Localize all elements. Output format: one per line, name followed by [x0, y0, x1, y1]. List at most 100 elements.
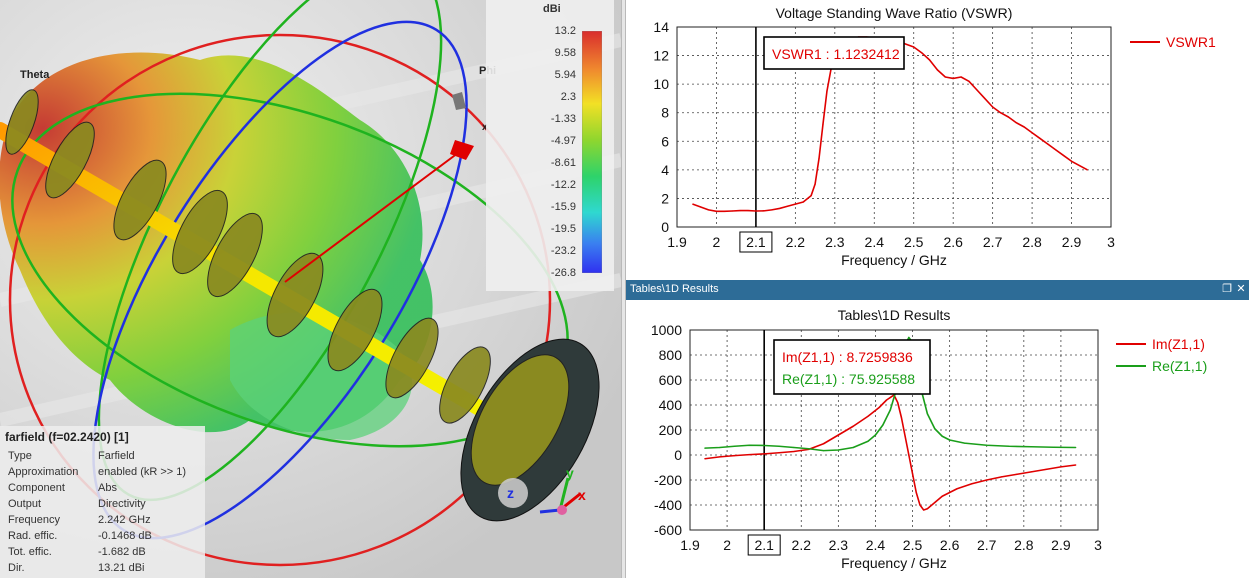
x-tick-label: 2.2: [786, 234, 806, 250]
results-window-title: Tables\1D Results: [630, 283, 719, 295]
info-key: Type: [8, 450, 32, 462]
data-point: [874, 434, 877, 436]
phi-arrow-gray: [452, 92, 466, 110]
data-point: [905, 43, 907, 45]
y-tick-label: 6: [661, 133, 669, 149]
info-key: Tot. effic.: [8, 546, 52, 558]
data-point: [949, 439, 951, 441]
info-key: Dir.: [8, 562, 25, 574]
data-point: [897, 401, 899, 404]
y-tick-label: 1000: [651, 322, 682, 338]
data-point: [926, 413, 928, 415]
data-point: [1045, 468, 1047, 470]
farfield-info-box: farfield (f=02.2420) [1] Type Farfield App…: [0, 426, 205, 578]
max-direction-line: [284, 149, 463, 283]
x-tick-label: 3: [1094, 537, 1102, 553]
data-point: [755, 210, 757, 212]
data-point: [923, 509, 925, 511]
x-axis-label: Frequency / GHz: [841, 252, 947, 268]
data-point: [837, 434, 839, 436]
data-point: [793, 446, 795, 449]
data-point: [1075, 446, 1077, 449]
data-point: [904, 435, 906, 437]
data-point: [963, 442, 966, 444]
x-direction-label: x: [482, 122, 488, 133]
info-value: Farfield: [98, 450, 135, 462]
data-point: [808, 448, 810, 450]
data-point: [1031, 132, 1033, 134]
data-point: [822, 443, 825, 445]
axis-triad: [498, 477, 581, 515]
x-tick-label: 2.3: [825, 234, 845, 250]
data-point: [1063, 154, 1065, 157]
x-tick-label: 3: [1107, 234, 1115, 250]
y-tick-label: 0: [674, 447, 682, 463]
splitter-vertical[interactable]: [621, 0, 626, 578]
y-tick-label: -200: [654, 472, 682, 488]
info-key: Rad. effic.: [8, 530, 58, 542]
data-point: [867, 415, 869, 417]
chart-title: Voltage Standing Wave Ratio (VSWR): [776, 5, 1013, 21]
colorbar-legend: dBi 13.2 9.58 5.94 2.3 -1.33 -4.97 -8.61 -12.2 -…: [486, 0, 614, 291]
colorbar-tick-label: -1.33: [550, 113, 576, 125]
info-value: -0.1468 dB: [98, 530, 152, 542]
data-point: [936, 69, 938, 71]
data-point: [986, 444, 988, 446]
data-point: [763, 453, 765, 455]
data-point: [1030, 446, 1032, 448]
data-point: [941, 435, 943, 437]
marker-annotation-box: [763, 36, 905, 70]
data-point: [747, 209, 749, 212]
impedance-plot-panel[interactable]: Tables\1D Results 1.9 2 2.1 2.2 2.3 2.4 2.5 2.6 2…: [626, 300, 1249, 578]
data-point: [885, 399, 888, 401]
data-point: [733, 455, 736, 457]
data-point: [704, 447, 706, 449]
vswr-plot-panel[interactable]: Voltage Standing Wave Ratio (VSWR) 1.9 2 2.…: [626, 0, 1249, 278]
data-point: [814, 183, 816, 185]
colorbar-tick-label: -8.61: [550, 157, 576, 169]
data-point: [1078, 164, 1081, 167]
data-point: [984, 97, 986, 100]
data-point: [1023, 126, 1025, 128]
x-tick-label: 2.2: [792, 537, 812, 553]
data-point: [908, 454, 910, 456]
data-point: [1039, 137, 1041, 140]
data-point: [944, 76, 946, 78]
data-point: [1055, 149, 1057, 151]
info-value: Abs: [98, 482, 117, 494]
data-point: [748, 454, 750, 456]
data-point: [878, 406, 880, 409]
info-value: 2.242 GHz: [98, 514, 151, 526]
farfield-3d-view[interactable]: z y x Theta Phi x dBi 13.: [0, 0, 621, 578]
x-tick-label: 2.4: [865, 234, 885, 250]
data-point: [1070, 160, 1073, 162]
x-tick-label: 2.7: [977, 537, 997, 553]
y-tick-label: 200: [659, 422, 683, 438]
results-window-titlebar: Tables\1D Results ❐ ✕: [626, 280, 1249, 300]
data-point: [1007, 116, 1010, 118]
data-point: [968, 80, 970, 82]
marker-annotation-text: Im(Z1,1) : 8.7259836: [782, 349, 913, 365]
restore-window-icon[interactable]: ❐: [1222, 283, 1232, 295]
data-point: [992, 106, 994, 108]
theta-circle-red: [8, 33, 552, 567]
farfield-info-header: farfield (f=02.2420) [1]: [5, 430, 129, 444]
y-tick-label: 800: [659, 347, 683, 363]
marker-tick-box: [747, 534, 781, 556]
x-tick-label: 1.9: [667, 234, 687, 250]
data-point: [778, 452, 780, 454]
data-point: [700, 206, 702, 208]
data-point: [778, 207, 781, 210]
data-point: [707, 209, 710, 211]
y-tick-label: 4: [661, 162, 669, 178]
data-point: [826, 90, 828, 92]
data-point: [763, 444, 765, 447]
data-point: [1000, 476, 1003, 478]
data-point: [915, 491, 917, 494]
data-point: [1052, 446, 1055, 448]
close-window-icon[interactable]: ✕: [1236, 283, 1246, 295]
data-point: [911, 473, 914, 475]
data-point: [913, 46, 915, 48]
colorbar-tick-label: 9.58: [554, 47, 576, 59]
x-tick-label: 2.6: [940, 537, 960, 553]
